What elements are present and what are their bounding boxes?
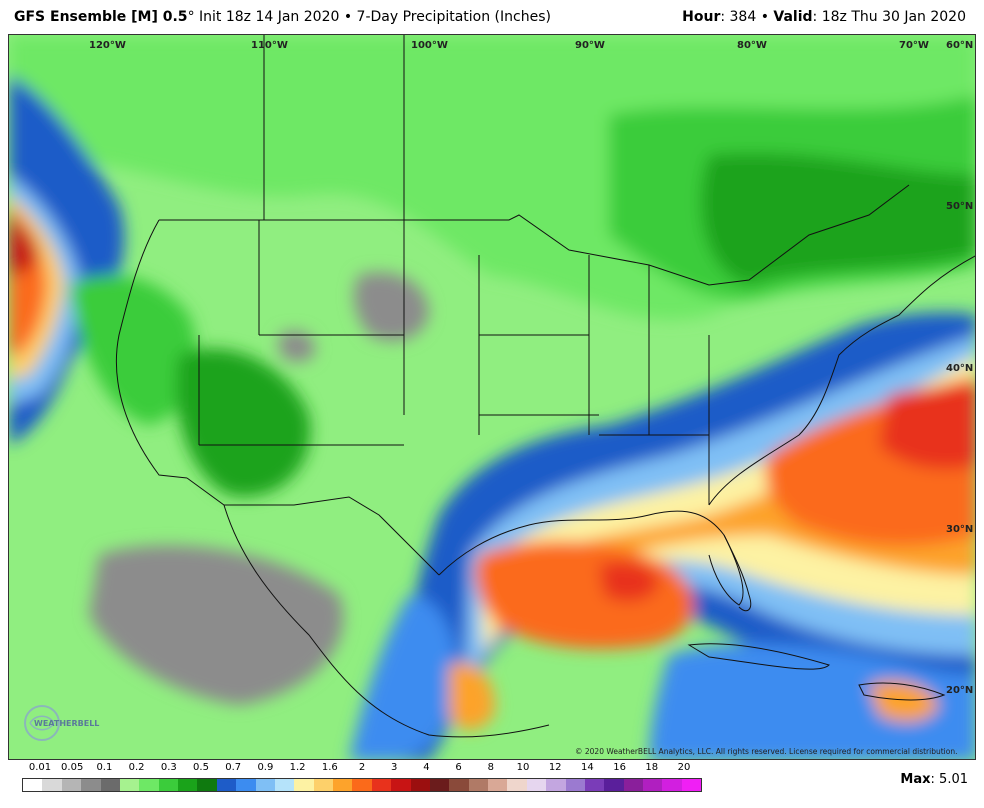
legend-swatch [604,779,624,791]
legend-swatch [23,779,43,791]
legend-swatch [468,779,488,791]
legend-swatch [294,779,314,791]
legend-swatch [178,779,198,791]
political-borders [115,35,975,738]
legend-label: 12 [548,762,562,773]
lon-label-100w: 100°W [411,40,448,51]
lat-label-20n: 20°N [946,685,973,696]
lon-label-120w: 120°W [89,40,126,51]
legend-swatch [197,779,217,791]
degree-symbol: ° [187,9,195,25]
legend-swatch [61,779,82,791]
valid-value: : 18z Thu 30 Jan 2020 [812,9,966,25]
precip-legend: 0.01 0.05 0.1 0.2 0.3 0.5 0.7 0.9 1.2 1.6 2 3 4 6 8 10 1… [22,762,702,802]
legend-label: 1.2 [289,762,306,773]
legend-swatch [623,779,643,791]
precip-fields [9,35,975,759]
legend-swatch [100,779,120,791]
legend-label: 0.9 [257,762,274,773]
legend-swatch [119,779,140,791]
legend-swatch [313,779,333,791]
lon-label-90w: 90°W [575,40,605,51]
legend-swatch [352,779,372,791]
logo-text: WEATHERBELL [34,719,99,728]
legend-label: 0.3 [160,762,177,773]
legend-label: 16 [613,762,626,773]
coordinate-labels: 120°W 110°W 100°W 90°W 80°W 70°W 60°N 50… [89,40,973,696]
lon-label-80w: 80°W [737,40,767,51]
legend-swatch [216,779,237,791]
legend-label: 0.2 [128,762,145,773]
legend-label: 6 [455,762,462,773]
legend-swatch [429,779,450,791]
hour-label: Hour [682,9,721,25]
legend-swatch [274,779,295,791]
legend-swatch [488,779,508,791]
legend-swatch [236,779,256,791]
lat-label-40n: 40°N [946,363,973,374]
legend-label: 18 [645,762,659,773]
max-number: : 5.01 [930,772,968,787]
legend-swatch [139,779,159,791]
legend-swatch [371,779,392,791]
legend-swatch [333,779,353,791]
model-name: GFS Ensemble [M] 0.5 [14,9,188,25]
hour-value: : 384 • [720,9,774,25]
lat-label-30n: 30°N [946,524,973,535]
legend-label: 8 [487,762,494,773]
legend-label: 1.6 [321,762,338,773]
legend-label: 4 [423,762,430,773]
legend-label: 0.7 [225,762,242,773]
legend-swatch [565,779,585,791]
legend-label: 14 [581,762,594,773]
init-text: Init 18z 14 Jan 2020 • 7-Day Precipitati… [194,9,551,25]
legend-swatch [681,779,702,791]
lon-label-110w: 110°W [251,40,288,51]
legend-color-bar [22,778,702,792]
lat-label-60n: 60°N [946,40,973,51]
legend-swatch [410,779,430,791]
legend-label: 20 [677,762,691,773]
map-header: GFS Ensemble [M] 0.5° Init 18z 14 Jan 20… [0,0,984,34]
legend-swatch [449,779,469,791]
legend-swatch [526,779,547,791]
lat-label-50n: 50°N [946,201,973,212]
legend-label: 0.01 [28,762,52,773]
legend-label: 0.05 [61,762,84,773]
lon-label-70w: 70°W [899,40,929,51]
precipitation-map: 120°W 110°W 100°W 90°W 80°W 70°W 60°N 50… [8,34,976,760]
legend-labels: 0.01 0.05 0.1 0.2 0.3 0.5 0.7 0.9 1.2 1.6 2 3 4 6 8 10 1… [22,762,702,776]
copyright-notice: © 2020 WeatherBELL Analytics, LLC. All r… [575,747,958,756]
legend-swatch [507,779,527,791]
max-label: Max [900,772,931,787]
legend-swatch [42,779,62,791]
legend-swatch [255,779,275,791]
legend-label: 0.5 [193,762,209,773]
valid-time: Hour: 384 • Valid: 18z Thu 30 Jan 2020 [682,9,966,25]
legend-swatch [584,779,605,791]
legend-swatch [643,779,663,791]
legend-swatch [81,779,101,791]
legend-label: 2 [358,762,366,773]
legend-label: 0.1 [96,762,113,773]
legend-label: 10 [516,762,530,773]
legend-label: 3 [391,762,398,773]
map-svg: 120°W 110°W 100°W 90°W 80°W 70°W 60°N 50… [9,35,975,759]
weatherbell-logo: WEATHERBELL [22,700,112,746]
legend-swatch [391,779,411,791]
max-value: Max: 5.01 [900,772,968,787]
legend-swatch [546,779,566,791]
map-title: GFS Ensemble [M] 0.5° Init 18z 14 Jan 20… [14,9,551,25]
valid-label: Valid [773,9,813,25]
legend-swatch [158,779,178,791]
legend-swatch [662,779,682,791]
